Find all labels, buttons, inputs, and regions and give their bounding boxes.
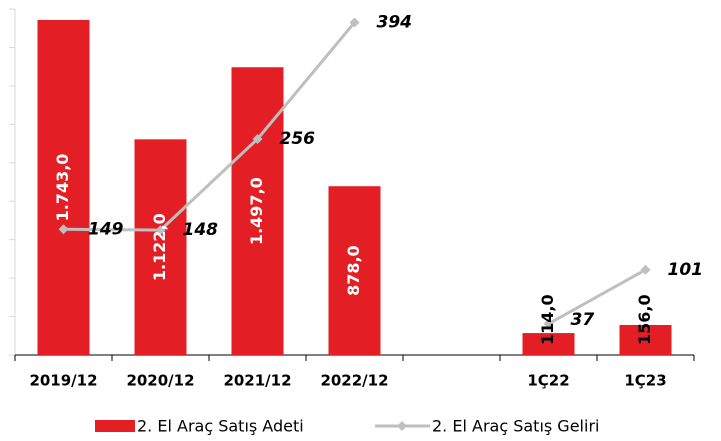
- legend-label: 2. El Araç Satış Adeti: [137, 417, 304, 436]
- line-value-label: 101: [668, 260, 704, 280]
- line: [547, 268, 647, 326]
- line-marker: [640, 264, 651, 275]
- x-tick-label: 1Ç22: [527, 372, 569, 390]
- bar: [522, 333, 575, 355]
- line: [63, 21, 356, 232]
- x-tick-label: 2019/12: [29, 372, 97, 390]
- bar: [37, 19, 90, 356]
- line-value-label: 256: [280, 129, 316, 149]
- bar-value-label: 1.497,0: [247, 177, 266, 245]
- bar: [134, 139, 187, 355]
- line-value-label: 149: [88, 219, 124, 239]
- line-marker: [252, 133, 263, 144]
- legend-swatch: [95, 420, 135, 432]
- x-tick-label: 1Ç23: [624, 372, 666, 390]
- bar-value-label: 1.122,0: [150, 213, 169, 281]
- line-value-label: 37: [571, 310, 595, 330]
- bar: [328, 186, 381, 355]
- line-marker: [543, 318, 554, 329]
- bar: [231, 67, 284, 355]
- line-value-label: 148: [183, 220, 219, 240]
- bar-value-label: 878,0: [344, 245, 363, 296]
- bar: [619, 325, 672, 355]
- x-tick-label: 2022/12: [320, 372, 388, 390]
- x-tick-label: 2021/12: [223, 372, 291, 390]
- bar-value-label: 114,0: [538, 294, 557, 345]
- bar-value-label: 1.743,0: [53, 154, 72, 222]
- line-marker: [58, 224, 69, 235]
- line-marker: [155, 225, 166, 236]
- x-tick-label: 2020/12: [126, 372, 194, 390]
- legend: 2. El Araç Satış Adeti 2. El Araç Satış G…: [95, 417, 599, 436]
- line-value-label: 394: [377, 13, 413, 33]
- legend-marker: [397, 421, 407, 431]
- legend-label: 2. El Araç Satış Geliri: [432, 417, 599, 436]
- line-marker: [349, 17, 360, 28]
- bar-value-label: 156,0: [635, 294, 654, 345]
